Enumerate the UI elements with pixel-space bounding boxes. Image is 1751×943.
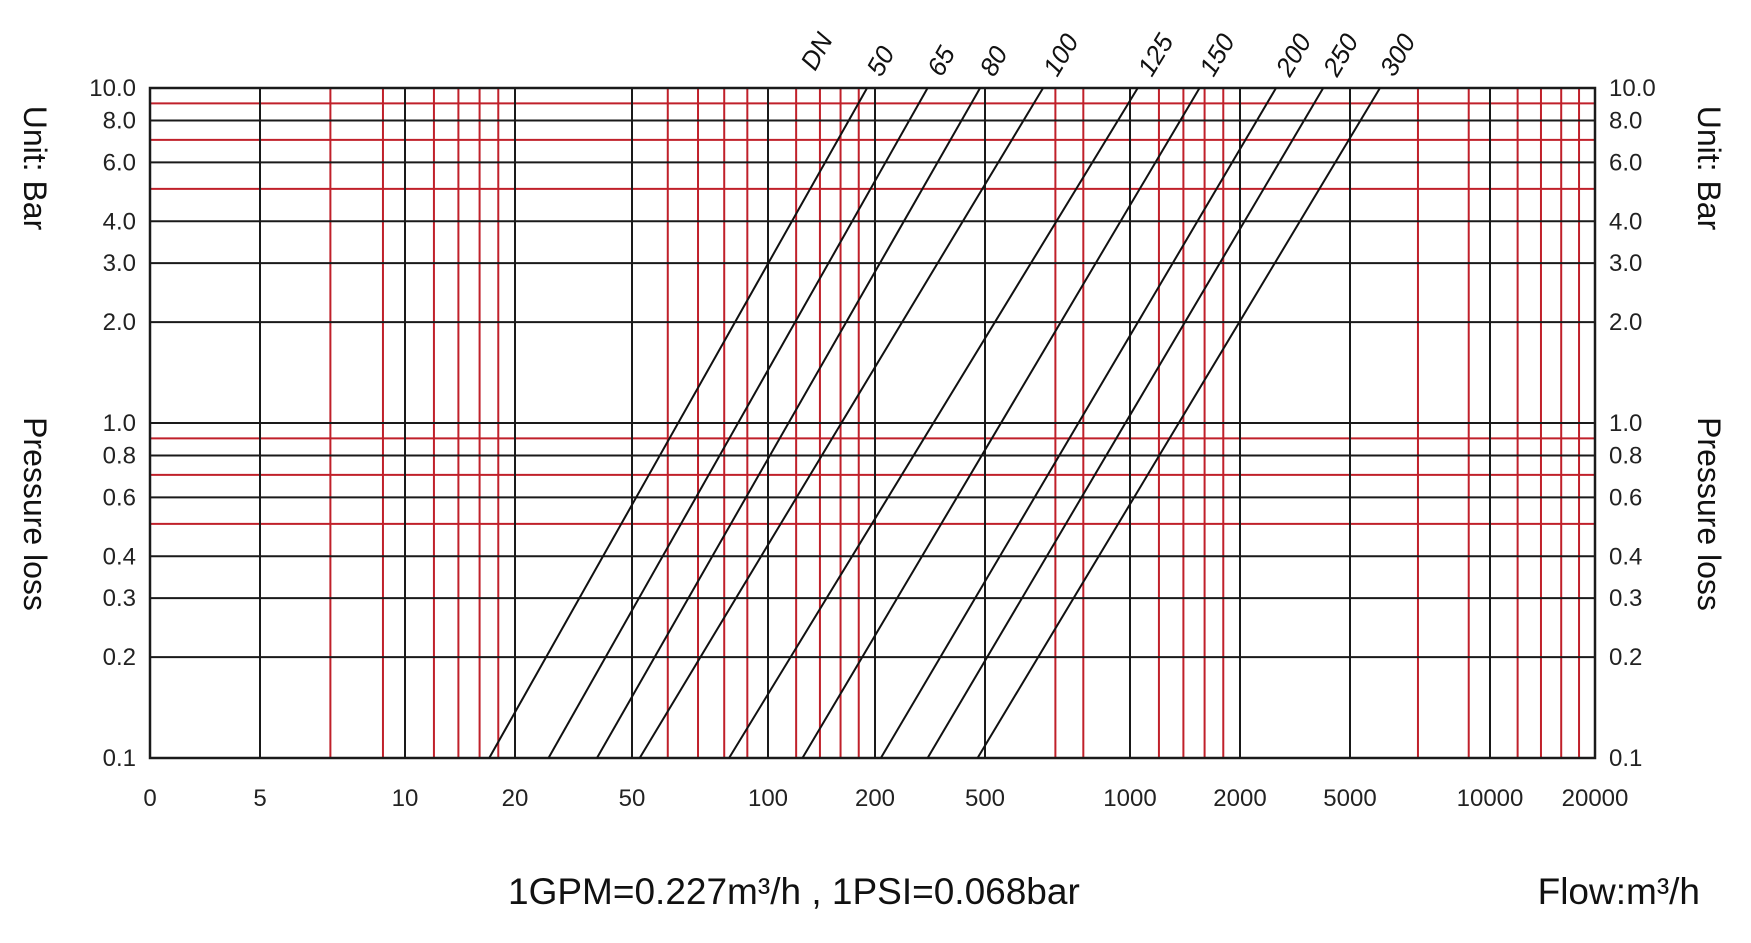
y-tick-label-left: 0.6 — [103, 484, 136, 511]
y-tick-label-right: 0.3 — [1609, 585, 1642, 612]
x-tick-label: 500 — [965, 785, 1005, 812]
x-tick-label: 50 — [619, 785, 646, 812]
y-tick-label-left: 0.8 — [103, 442, 136, 469]
y-tick-label-right: 1.0 — [1609, 410, 1642, 437]
dn-prefix-label: DN — [794, 27, 839, 75]
series-label-dn-50: 50 — [860, 41, 901, 81]
series-line-dn-300 — [976, 87, 1381, 759]
y-axis-title-right-top: Unit: Bar — [1691, 106, 1727, 231]
y-axis-title-left-bottom: Pressure loss — [17, 417, 53, 611]
y-tick-label-left: 0.4 — [103, 543, 136, 570]
dn-series-lines — [488, 87, 1381, 759]
y-tick-label-right: 6.0 — [1609, 149, 1642, 176]
y-axis-title-right-bottom: Pressure loss — [1691, 417, 1727, 611]
x-tick-label: 2000 — [1213, 785, 1266, 812]
series-line-dn-250 — [926, 87, 1325, 759]
series-label-dn-250: 250 — [1316, 28, 1365, 82]
series-line-dn-65 — [547, 87, 929, 759]
y-tick-label-left: 10.0 — [89, 75, 136, 102]
series-line-dn-125 — [728, 87, 1139, 759]
y-tick-label-left: 2.0 — [103, 309, 136, 336]
conversion-footnote: 1GPM=0.227m³/h , 1PSI=0.068bar — [508, 871, 1080, 912]
y-tick-label-left: 0.1 — [103, 745, 136, 772]
y-tick-label-right: 0.2 — [1609, 644, 1642, 671]
y-tick-label-right: 10.0 — [1609, 75, 1656, 102]
y-tick-label-left: 4.0 — [103, 208, 136, 235]
y-tick-label-right: 0.4 — [1609, 543, 1642, 570]
y-tick-label-left: 6.0 — [103, 149, 136, 176]
series-line-dn-150 — [801, 87, 1201, 759]
series-label-dn-80: 80 — [973, 41, 1014, 81]
x-tick-label: 0 — [143, 785, 156, 812]
y-axis-title-left-top: Unit: Bar — [17, 106, 53, 231]
x-tick-label: 20000 — [1562, 785, 1629, 812]
y-tick-label-right: 2.0 — [1609, 309, 1642, 336]
y-tick-label-right: 0.6 — [1609, 484, 1642, 511]
series-label-dn-65: 65 — [921, 41, 962, 81]
x-tick-label: 1000 — [1103, 785, 1156, 812]
x-tick-label: 5 — [253, 785, 266, 812]
y-tick-label-left: 1.0 — [103, 410, 136, 437]
y-tick-label-left: 3.0 — [103, 250, 136, 277]
y-tick-label-left: 8.0 — [103, 107, 136, 134]
y-tick-label-left: 0.3 — [103, 585, 136, 612]
x-tick-label: 10 — [392, 785, 419, 812]
series-line-dn-100 — [638, 87, 1044, 759]
series-line-dn-200 — [879, 87, 1277, 759]
series-label-dn-200: 200 — [1269, 28, 1318, 82]
y-tick-label-right: 4.0 — [1609, 208, 1642, 235]
x-tick-label: 20 — [502, 785, 529, 812]
series-label-dn-300: 300 — [1373, 28, 1421, 81]
series-line-dn-80 — [596, 87, 981, 759]
x-tick-label: 100 — [748, 785, 788, 812]
x-tick-label: 10000 — [1457, 785, 1524, 812]
x-axis-title: Flow:m³/h — [1538, 871, 1700, 912]
y-tick-label-right: 8.0 — [1609, 107, 1642, 134]
y-tick-label-left: 0.2 — [103, 644, 136, 671]
y-tick-label-right: 3.0 — [1609, 250, 1642, 277]
y-tick-label-right: 0.8 — [1609, 442, 1642, 469]
major-gridlines — [148, 86, 1597, 760]
x-tick-label: 200 — [855, 785, 895, 812]
series-label-dn-125: 125 — [1131, 28, 1179, 81]
series-line-dn-50 — [488, 87, 868, 759]
y-tick-label-right: 0.1 — [1609, 745, 1642, 772]
x-tick-label: 5000 — [1323, 785, 1376, 812]
series-label-dn-150: 150 — [1193, 28, 1241, 81]
dn-series-labels: 50 65 80 100 125 150 200 250 300 DN — [794, 27, 1422, 82]
series-label-dn-100: 100 — [1037, 28, 1085, 81]
tick-labels: 10.0 8.0 6.0 4.0 3.0 2.0 1.0 0.8 0.6 0.4 0.3 0.2 0.1… — [89, 75, 1655, 812]
plot-frame — [148, 86, 1597, 760]
